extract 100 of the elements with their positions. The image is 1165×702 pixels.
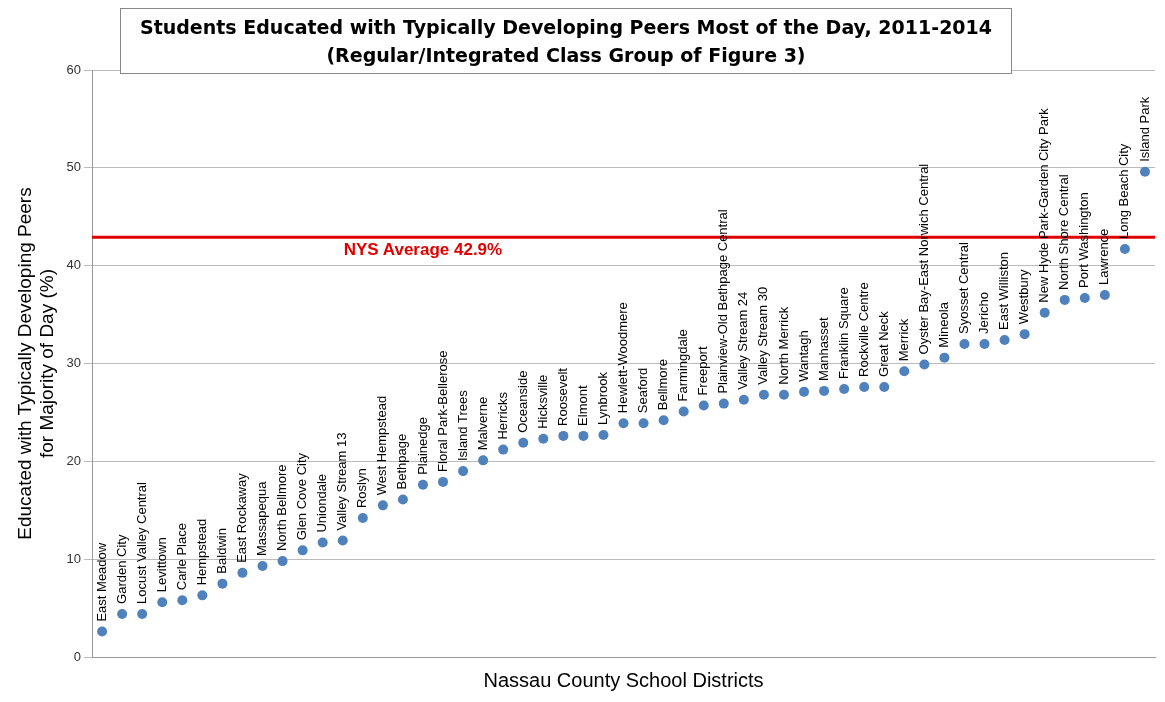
point bbox=[1099, 290, 1110, 301]
x-tick-label: Roosevelt bbox=[554, 367, 570, 426]
x-tick-label: Port Washington bbox=[1076, 192, 1092, 288]
point bbox=[117, 608, 128, 619]
x-tick-label: Plainview-Old Bethpage Central bbox=[715, 209, 731, 394]
point bbox=[177, 595, 188, 606]
x-tick-label: Westbury bbox=[1016, 268, 1032, 325]
x-tick-label: Massapequa bbox=[254, 480, 270, 557]
x-tick-label: Syosset Central bbox=[956, 242, 972, 334]
chart-title: Students Educated with Typically Developing Peers Most of the Day, 2011-2014 bbox=[138, 15, 993, 40]
point bbox=[558, 430, 569, 441]
x-tick-label: Baldwin bbox=[214, 528, 229, 574]
point bbox=[879, 381, 890, 392]
x-tick-label: West Hempstead bbox=[374, 395, 390, 496]
point bbox=[578, 430, 589, 441]
x-tick-label: Hewlett-Woodmere bbox=[615, 302, 631, 414]
point bbox=[277, 556, 288, 567]
x-tick-label: Hicksville bbox=[534, 374, 550, 429]
point bbox=[1039, 307, 1050, 318]
x-tick-label: East Williston bbox=[996, 251, 1012, 331]
point bbox=[778, 389, 789, 400]
point bbox=[197, 590, 208, 601]
point bbox=[157, 597, 168, 608]
x-tick-label: Jericho bbox=[976, 292, 992, 334]
point bbox=[939, 352, 950, 363]
point bbox=[1019, 329, 1030, 340]
point bbox=[217, 578, 228, 589]
x-tick-label: North Bellmore bbox=[274, 464, 290, 552]
point bbox=[458, 466, 469, 477]
point bbox=[718, 398, 729, 409]
point bbox=[518, 437, 529, 448]
x-tick-label: Oyster Bay-East Norwich Central bbox=[915, 163, 931, 355]
point bbox=[618, 418, 629, 429]
x-tick-label: Levittown bbox=[153, 537, 169, 593]
point bbox=[758, 389, 769, 400]
x-tick-label: Seaford bbox=[635, 367, 651, 414]
y-tick-label: 20 bbox=[66, 452, 82, 468]
y-tick-label: 40 bbox=[66, 257, 82, 273]
point bbox=[1059, 294, 1070, 305]
x-tick-label: Merrick bbox=[895, 318, 911, 362]
x-tick-label: Manhasset bbox=[815, 316, 831, 381]
x-tick-label: Valley Stream 13 bbox=[334, 432, 350, 531]
x-tick-label: East Rockaway bbox=[234, 472, 250, 563]
point bbox=[698, 400, 709, 411]
point bbox=[1079, 292, 1090, 303]
x-tick-label: Floral Park-Bellerose bbox=[434, 350, 450, 472]
point bbox=[1139, 166, 1150, 177]
point bbox=[959, 338, 970, 349]
point bbox=[999, 335, 1010, 346]
x-tick-label: Valley Stream 24 bbox=[735, 291, 751, 390]
point bbox=[598, 429, 609, 440]
x-tick-label: Great Neck bbox=[875, 310, 891, 377]
x-tick-label: North Shore Central bbox=[1056, 174, 1072, 290]
y-tick-label: 10 bbox=[66, 550, 82, 566]
point bbox=[819, 385, 830, 396]
point bbox=[297, 545, 308, 556]
point bbox=[137, 608, 148, 619]
point bbox=[658, 415, 669, 426]
x-tick-label: Mineola bbox=[936, 301, 951, 348]
point bbox=[979, 338, 990, 349]
point bbox=[738, 394, 749, 405]
x-tick-label: Bethpage bbox=[394, 433, 410, 490]
x-tick-label: Bellmore bbox=[655, 358, 671, 411]
x-tick-label: New Hyde Park-Garden City Park bbox=[1036, 107, 1052, 303]
point bbox=[417, 479, 428, 490]
point bbox=[678, 406, 689, 417]
x-tick-label: Rockville Centre bbox=[855, 282, 871, 377]
point bbox=[899, 366, 910, 377]
x-tick-label: Franklin Square bbox=[835, 287, 851, 379]
x-tick-label: Hempstead bbox=[193, 518, 209, 586]
point bbox=[1119, 244, 1130, 255]
x-tick-label: Herricks bbox=[494, 391, 510, 440]
y-tick-label: 30 bbox=[66, 355, 82, 371]
point bbox=[799, 386, 810, 397]
y-tick-label: 50 bbox=[66, 159, 82, 175]
y-tick-label: 60 bbox=[66, 61, 82, 77]
point bbox=[839, 383, 850, 394]
point bbox=[97, 626, 108, 637]
ref-line-label: NYS Average 42.9% bbox=[343, 240, 503, 260]
x-tick-label: Oceanside bbox=[514, 370, 530, 433]
x-tick-label: Lynbrook bbox=[595, 371, 611, 425]
y-axis-title: Educated with Typically Developing Peers for Majority of Day (%) bbox=[13, 187, 58, 540]
point bbox=[257, 561, 268, 572]
point bbox=[859, 381, 870, 392]
point bbox=[438, 476, 449, 487]
chart-subtitle: (Regular/Integrated Class Group of Figure 3) bbox=[325, 43, 807, 68]
x-tick-label: East Meadow bbox=[93, 542, 109, 622]
point bbox=[498, 444, 509, 455]
x-tick-label: Malverne bbox=[474, 396, 490, 451]
x-tick-label: Wantagh bbox=[795, 330, 811, 382]
x-tick-label: North Merrick bbox=[775, 306, 791, 385]
x-tick-label: Valley Stream 30 bbox=[755, 286, 771, 385]
point bbox=[638, 418, 649, 429]
point bbox=[357, 513, 368, 524]
x-tick-label: Freeport bbox=[695, 346, 711, 396]
x-tick-label: Glen Cove City bbox=[294, 452, 310, 541]
x-tick-label: Roslyn bbox=[354, 468, 370, 509]
x-tick-label: Farmingdale bbox=[675, 329, 691, 402]
x-tick-label: Lawrence bbox=[1096, 228, 1112, 286]
point bbox=[377, 500, 388, 511]
